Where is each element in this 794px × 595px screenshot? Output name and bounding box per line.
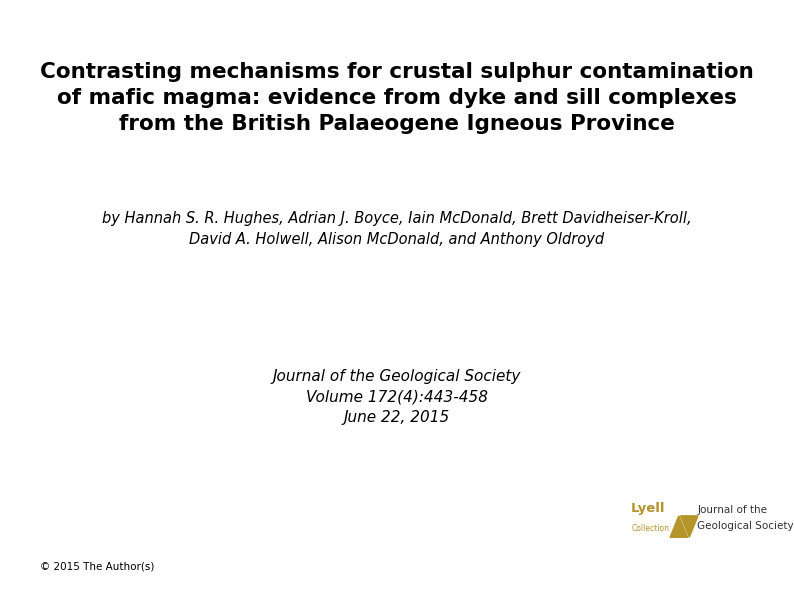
Text: by Hannah S. R. Hughes, Adrian J. Boyce, Iain McDonald, Brett Davidheiser-Kroll,: by Hannah S. R. Hughes, Adrian J. Boyce,… bbox=[102, 211, 692, 246]
Text: Geological Society: Geological Society bbox=[697, 521, 794, 531]
Text: © 2015 The Author(s): © 2015 The Author(s) bbox=[40, 561, 154, 571]
Text: Lyell: Lyell bbox=[631, 502, 665, 515]
Text: Journal of the Geological Society
Volume 172(4):443-458
June 22, 2015: Journal of the Geological Society Volume… bbox=[273, 369, 521, 425]
Text: Journal of the: Journal of the bbox=[697, 505, 767, 515]
Text: Contrasting mechanisms for crustal sulphur contamination
of mafic magma: evidenc: Contrasting mechanisms for crustal sulph… bbox=[40, 62, 754, 134]
Text: Collection: Collection bbox=[631, 524, 669, 533]
